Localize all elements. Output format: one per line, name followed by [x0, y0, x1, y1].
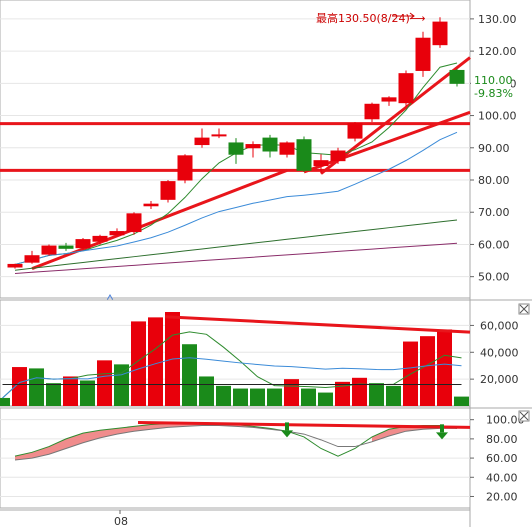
oscillator-tick-label: 80.00 [486, 433, 518, 446]
volume-bar [318, 392, 333, 406]
candle [24, 250, 40, 264]
candle [160, 180, 176, 203]
price-tick-label: 130.00 [478, 13, 517, 26]
candle [58, 242, 74, 251]
volume-bar [148, 317, 163, 406]
candle [364, 102, 380, 122]
candle [177, 154, 193, 184]
volume-bar [199, 376, 214, 406]
candle [432, 17, 448, 48]
candle [211, 128, 227, 139]
candle [92, 234, 108, 245]
ma-60-line [14, 219, 458, 271]
volume-tick-label: 40,000 [480, 346, 519, 359]
volume-bar [454, 396, 469, 406]
candle [296, 136, 312, 172]
volume-tick-label: 20,000 [480, 373, 519, 386]
oscillator-tick-label: 20.00 [486, 490, 518, 503]
candle [245, 141, 261, 158]
price-tick-label: 90.00 [478, 142, 510, 155]
candle [194, 128, 210, 148]
oscillator-fill [49, 438, 66, 455]
sell-signal-arrow-icon [281, 422, 293, 438]
candle [415, 31, 431, 77]
annotation-arrow-icon [392, 12, 415, 20]
oscillator-tick-label: 100.00 [486, 414, 525, 427]
price-tick-label: 70.00 [478, 206, 510, 219]
volume-bar [0, 397, 10, 406]
uptrend-line [303, 110, 471, 174]
volume-bar [335, 381, 350, 406]
volume-panel: 20,000 40,000 60,000 [0, 299, 532, 407]
volume-bar [12, 367, 27, 406]
high-price-annotation: 最高130.50(8/24)⟶ [316, 11, 426, 25]
x-tick-label: 08 [114, 515, 128, 527]
oscillator-panel: 20.00 40.00 60.00 80.00 100.00 [0, 407, 532, 509]
oscillator-fill [100, 428, 117, 438]
volume-bar [250, 388, 265, 406]
oscillator-divergence-line [137, 421, 471, 429]
ma-120-line [14, 242, 458, 274]
price-panel: 50.00 60.00 70.00 80.00 90.00 100.00 110.00 120… [0, 0, 517, 527]
price-tick-label: 50.00 [478, 271, 510, 284]
candle [126, 212, 142, 235]
oscillator-fill [83, 430, 100, 443]
volume-bar [182, 344, 197, 406]
candle [330, 147, 346, 164]
candle [313, 154, 329, 174]
candle [381, 96, 397, 106]
volume-bar [301, 388, 316, 406]
close-panel-icon[interactable] [518, 410, 530, 422]
ma-20-line [14, 131, 458, 265]
volume-tick-label: 60,000 [480, 319, 519, 332]
volume-bar [437, 329, 452, 406]
candle [262, 134, 278, 158]
price-tick-label: 60.00 [478, 238, 510, 251]
candle [449, 68, 465, 87]
candle [347, 122, 363, 142]
current-change-label: -9.83% [474, 87, 513, 100]
oscillator-tick-label: 40.00 [486, 471, 518, 484]
volume-bar [114, 364, 129, 406]
candle [109, 228, 125, 237]
oscillator-fill [66, 433, 83, 449]
volume-bar [284, 379, 299, 406]
volume-ma-20-line [2, 357, 462, 399]
candle [398, 70, 414, 106]
volume-bar [63, 376, 78, 406]
candle [7, 263, 23, 269]
oscillator-fill [372, 429, 389, 442]
price-tick-label: 120.00 [478, 45, 517, 58]
price-tick-label: 100.00 [478, 110, 517, 123]
oscillator-d-line [14, 424, 457, 461]
price-tick-label: 80.00 [478, 174, 510, 187]
volume-bar [386, 385, 401, 406]
volume-bar [420, 336, 435, 406]
oscillator-fill [151, 423, 168, 430]
volume-bar [80, 380, 95, 406]
volume-divergence-line [164, 315, 471, 334]
volume-bar [352, 377, 367, 406]
candle [75, 238, 91, 250]
x-axis: 08 [0, 509, 470, 527]
sell-signal-arrow-icon [436, 424, 448, 440]
volume-bar [46, 383, 61, 406]
volume-bar [29, 368, 44, 406]
volume-bar [233, 388, 248, 406]
candle [228, 138, 244, 164]
oscillator-tick-label: 60.00 [486, 452, 518, 465]
candle [143, 200, 159, 209]
candle [279, 141, 295, 158]
volume-bar [267, 388, 282, 406]
current-price-label: 110.00 [474, 74, 513, 87]
close-panel-icon[interactable] [518, 303, 530, 315]
volume-bar [131, 321, 146, 406]
volume-bar [216, 385, 231, 406]
volume-bar [369, 383, 384, 406]
volume-bar [97, 360, 112, 406]
candle [41, 244, 57, 256]
steep-trend-line [320, 56, 471, 175]
current-price-tag [471, 73, 511, 97]
